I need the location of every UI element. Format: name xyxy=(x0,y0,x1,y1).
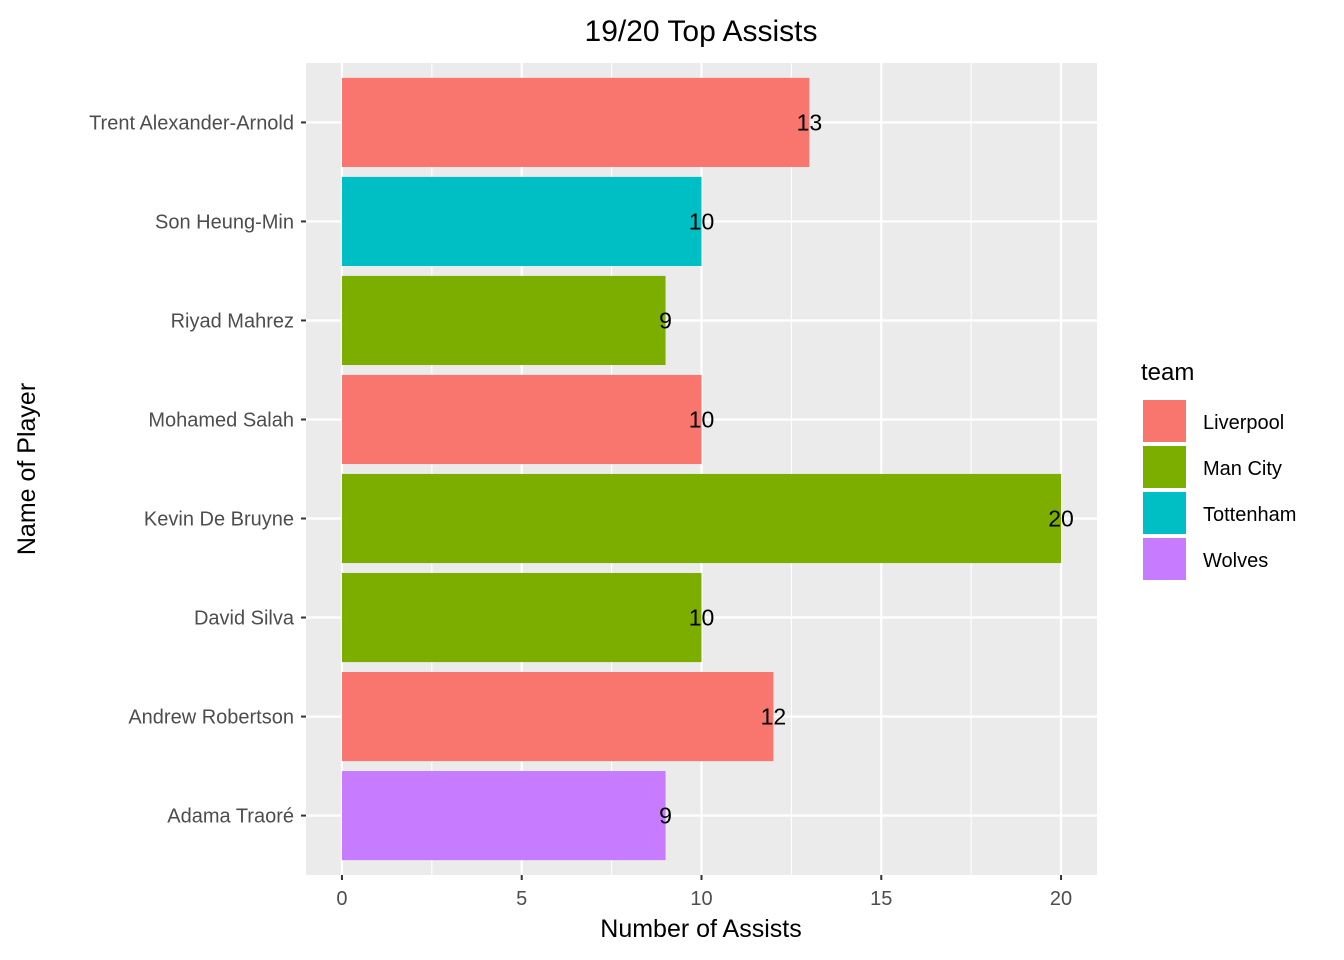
data-label: 10 xyxy=(689,605,715,631)
y-tick-label: Kevin De Bruyne xyxy=(144,509,294,531)
legend-swatch xyxy=(1143,538,1186,580)
bar xyxy=(341,176,702,266)
x-tick-label: 20 xyxy=(1050,888,1072,910)
bar xyxy=(341,672,774,762)
chart-title: 19/20 Top Assists xyxy=(585,15,818,48)
x-tick-label: 5 xyxy=(516,888,527,910)
y-axis: Adama Traoré Andrew Robertson David Silva K… xyxy=(89,112,306,828)
data-label: 13 xyxy=(797,109,823,135)
data-label: 12 xyxy=(761,704,787,730)
data-label: 10 xyxy=(689,406,715,432)
x-axis-title: Number of Assists xyxy=(600,915,801,943)
y-tick-label: Andrew Robertson xyxy=(128,707,294,729)
legend-swatch xyxy=(1143,446,1186,488)
bar xyxy=(341,275,666,366)
data-label: 9 xyxy=(659,803,672,829)
x-tick-label: 15 xyxy=(870,888,892,910)
legend-label: Tottenham xyxy=(1203,504,1296,526)
y-tick-label: Riyad Mahrez xyxy=(171,310,294,332)
legend-label: Liverpool xyxy=(1203,412,1284,434)
x-tick-label: 0 xyxy=(336,888,347,910)
data-label: 20 xyxy=(1048,506,1074,532)
bar xyxy=(341,771,666,861)
data-labels: 9 12 10 20 10 9 10 13 xyxy=(659,109,1074,828)
legend-swatch xyxy=(1143,400,1186,442)
data-label: 9 xyxy=(659,307,672,333)
legend-label: Wolves xyxy=(1203,550,1268,572)
bar xyxy=(341,572,702,663)
y-tick-label: Son Heung-Min xyxy=(155,211,294,233)
y-tick-label: David Silva xyxy=(194,608,295,630)
y-axis-title: Name of Player xyxy=(13,383,41,555)
bar xyxy=(341,77,810,167)
x-tick-label: 10 xyxy=(690,888,712,910)
legend-label: Man City xyxy=(1203,458,1282,480)
bar xyxy=(341,473,1062,564)
bars xyxy=(341,77,1062,861)
y-tick-label: Mohamed Salah xyxy=(148,409,294,431)
x-axis: 0 5 10 15 20 xyxy=(336,875,1072,910)
legend-swatch xyxy=(1143,492,1186,534)
y-tick-label: Adama Traoré xyxy=(167,806,294,828)
bar xyxy=(341,374,702,465)
data-label: 10 xyxy=(689,208,715,234)
y-tick-label: Trent Alexander-Arnold xyxy=(89,112,294,134)
legend: team Liverpool Man City Tottenham Wolves xyxy=(1141,359,1296,580)
legend-title: team xyxy=(1141,359,1194,386)
